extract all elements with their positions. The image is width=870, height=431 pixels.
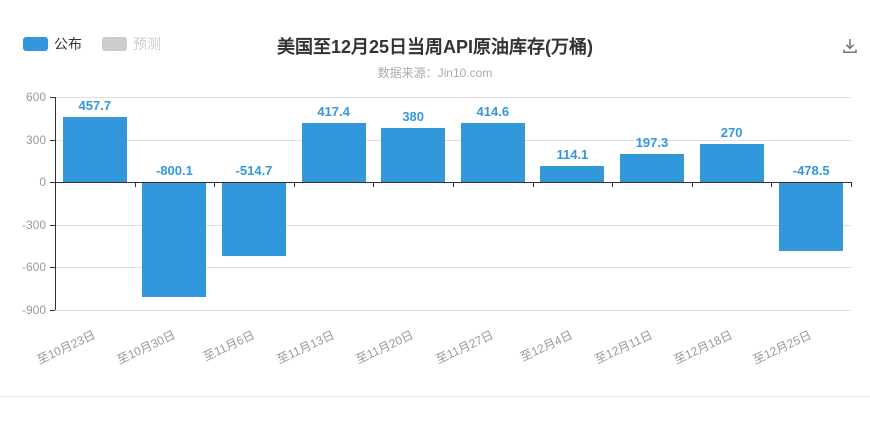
bar[interactable] [301, 122, 366, 183]
y-axis-tick [50, 224, 55, 226]
x-axis-label: 至11月27日 [433, 327, 496, 367]
legend: 公布 预测 [23, 37, 161, 51]
y-axis-label: -900 [21, 303, 46, 317]
y-axis-label: -300 [21, 217, 46, 232]
x-axis-label: 至11月20日 [354, 327, 416, 367]
x-axis-tick [851, 182, 852, 188]
bar[interactable] [222, 183, 286, 257]
x-axis-tick [293, 182, 295, 188]
x-axis-label: 至12月4日 [518, 327, 576, 365]
y-axis-tick [50, 97, 55, 98]
gridline [55, 97, 851, 98]
gridline [55, 139, 851, 141]
x-axis-label: 至12月11日 [592, 327, 655, 367]
legend-item-published[interactable]: 公布 [23, 37, 82, 51]
x-axis-label: 至10月23日 [34, 327, 98, 368]
y-axis-tick [50, 182, 55, 184]
bar[interactable] [540, 165, 605, 183]
y-axis-label: 300 [25, 132, 46, 147]
bar-value-label: 114.1 [556, 146, 589, 162]
y-axis-label: -600 [21, 260, 46, 275]
bar-value-label: 270 [720, 124, 743, 140]
chart-title: 美国至12月25日当周API原油库存(万桶) [276, 37, 594, 57]
legend-label-forecast: 预测 [133, 36, 161, 52]
x-axis-label: 至12月25日 [751, 327, 814, 368]
legend-label-published: 公布 [54, 36, 82, 52]
x-axis-label: 至10月30日 [114, 327, 178, 368]
x-axis-tick [214, 182, 216, 188]
x-axis-label: 至11月13日 [274, 327, 337, 367]
bar[interactable] [381, 128, 446, 183]
chart-subtitle: 数据来源：Jin10.com [377, 66, 493, 80]
x-axis-tick [373, 182, 375, 188]
download-button[interactable] [838, 35, 862, 59]
x-axis-tick [532, 182, 534, 188]
bottom-divider [0, 396, 870, 397]
bar[interactable] [62, 117, 127, 183]
y-axis-line [55, 97, 56, 310]
gridline [55, 310, 851, 311]
x-axis-tick [612, 182, 614, 188]
x-axis-tick [771, 182, 773, 188]
bar-value-label: -478.5 [792, 163, 830, 179]
bar[interactable] [460, 123, 525, 183]
gridline [55, 224, 851, 226]
bar[interactable] [779, 183, 844, 252]
legend-item-forecast[interactable]: 预测 [102, 37, 161, 51]
x-axis-tick [55, 182, 56, 188]
bar-value-label: 414.6 [476, 104, 510, 120]
bar[interactable] [699, 143, 764, 183]
x-axis-label: 至12月18日 [671, 327, 735, 368]
bar-value-label: -514.7 [235, 163, 273, 179]
bar-value-label: 197.3 [635, 135, 669, 151]
legend-swatch-published-icon [23, 37, 48, 51]
y-axis-tick [50, 267, 55, 269]
y-axis-label: 600 [25, 90, 46, 104]
y-axis-label: 0 [39, 175, 46, 190]
download-icon [843, 38, 857, 53]
bar-value-label: 380 [402, 109, 425, 125]
x-axis-tick [134, 182, 136, 188]
bar-chart-plot: 600 300 0 -300 -600 -900 457.7 -800.1 -514.7 417.… [22, 90, 852, 367]
x-axis-tick [691, 182, 693, 188]
bar-value-label: 417.4 [317, 103, 350, 119]
bar[interactable] [142, 183, 207, 297]
legend-swatch-forecast-icon [102, 37, 127, 51]
bar-value-label: -800.1 [155, 163, 193, 179]
x-axis-tick [453, 182, 454, 188]
x-axis-label: 至11月6日 [200, 327, 257, 364]
bar-value-label: 457.7 [78, 98, 112, 114]
y-axis-tick [50, 310, 55, 311]
y-axis-tick [50, 139, 55, 141]
bar[interactable] [620, 154, 684, 183]
gridline [55, 267, 851, 269]
